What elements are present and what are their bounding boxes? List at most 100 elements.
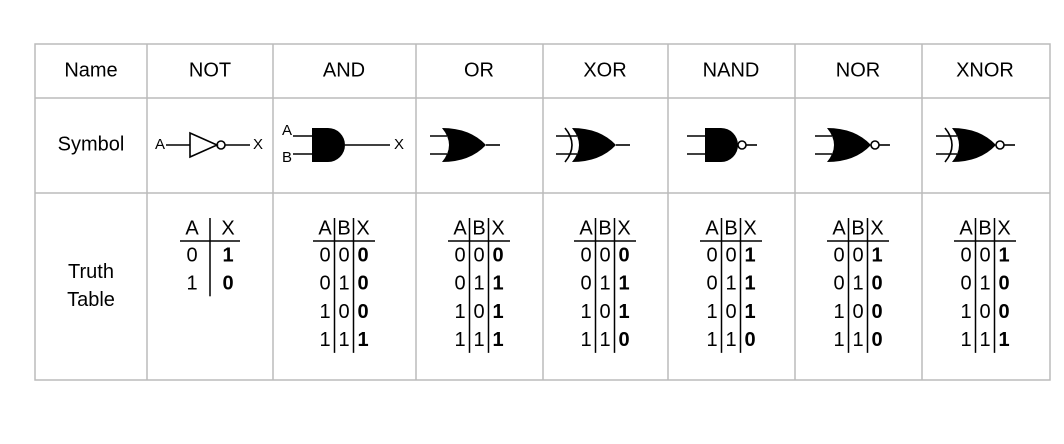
truth-header: A [453, 217, 467, 239]
truth-value: 0 [580, 244, 591, 266]
truth-header: B [598, 217, 611, 239]
truth-value: 0 [319, 273, 330, 295]
truth-value: 1 [725, 329, 736, 351]
row-label: Symbol [58, 133, 125, 155]
symbol-output: X [253, 136, 263, 153]
truth-value: 0 [454, 273, 465, 295]
column-header: NOR [836, 59, 880, 81]
truth-header: A [185, 217, 199, 239]
column-header: OR [464, 59, 494, 81]
truth-header: X [743, 217, 756, 239]
truth-header: X [221, 217, 234, 239]
truth-value: 1 [744, 301, 755, 323]
truth-value: 0 [871, 273, 882, 295]
truth-header: X [617, 217, 630, 239]
truth-value: 0 [357, 273, 368, 295]
truth-value: 0 [852, 244, 863, 266]
truth-value: 0 [618, 329, 629, 351]
column-header: XNOR [956, 59, 1014, 81]
truth-header: X [997, 217, 1010, 239]
truth-header: A [959, 217, 973, 239]
symbol-input: B [282, 149, 292, 166]
column-header: NAND [703, 59, 760, 81]
truth-value: 1 [960, 329, 971, 351]
truth-value: 0 [222, 273, 233, 295]
truth-value: 0 [960, 244, 971, 266]
truth-value: 1 [580, 301, 591, 323]
symbol-input: A [282, 122, 292, 139]
truth-value: 1 [618, 273, 629, 295]
truth-value: 0 [725, 244, 736, 266]
truth-value: 1 [186, 273, 197, 295]
truth-value: 0 [473, 301, 484, 323]
truth-value: 1 [744, 244, 755, 266]
truth-value: 0 [319, 244, 330, 266]
truth-value: 0 [454, 244, 465, 266]
truth-value: 1 [979, 273, 990, 295]
truth-header: B [851, 217, 864, 239]
truth-value: 0 [186, 244, 197, 266]
truth-header: A [705, 217, 719, 239]
grid [34, 43, 1051, 381]
truth-value: 1 [338, 329, 349, 351]
nor-symbol [815, 128, 890, 162]
truth-value: 0 [599, 244, 610, 266]
nand-symbol [687, 128, 757, 162]
truth-value: 0 [871, 301, 882, 323]
truth-value: 1 [833, 329, 844, 351]
or-symbol [430, 128, 500, 162]
truth-value: 0 [473, 244, 484, 266]
truth-value: 0 [706, 273, 717, 295]
truth-value: 1 [706, 329, 717, 351]
truth-header: X [870, 217, 883, 239]
truth-value: 1 [492, 273, 503, 295]
truth-value: 1 [599, 273, 610, 295]
truth-value: 1 [580, 329, 591, 351]
truth-value: 0 [833, 273, 844, 295]
truth-value: 0 [580, 273, 591, 295]
truth-value: 1 [618, 301, 629, 323]
truth-header: B [337, 217, 350, 239]
truth-value: 0 [338, 244, 349, 266]
truth-value: 0 [998, 273, 1009, 295]
truth-value: 1 [454, 301, 465, 323]
row-label: Truth Table [67, 261, 115, 311]
column-header: XOR [583, 59, 626, 81]
truth-value: 0 [599, 301, 610, 323]
truth-header: B [724, 217, 737, 239]
truth-value: 0 [871, 329, 882, 351]
truth-value: 1 [222, 244, 233, 266]
truth-value: 1 [473, 329, 484, 351]
symbol-input: A [155, 136, 165, 153]
truth-value: 0 [979, 301, 990, 323]
truth-value: 1 [473, 273, 484, 295]
truth-header: B [472, 217, 485, 239]
truth-value: 1 [725, 273, 736, 295]
truth-value: 0 [492, 244, 503, 266]
truth-value: 1 [833, 301, 844, 323]
truth-value: 1 [744, 273, 755, 295]
and-symbol [293, 128, 390, 162]
truth-value: 1 [319, 329, 330, 351]
truth-value: 1 [998, 329, 1009, 351]
truth-header: A [579, 217, 593, 239]
truth-value: 0 [833, 244, 844, 266]
truth-value: 1 [871, 244, 882, 266]
column-header: NOT [189, 59, 231, 81]
xor-symbol [556, 127, 630, 163]
truth-header: X [356, 217, 369, 239]
truth-value: 0 [357, 301, 368, 323]
truth-value: 1 [852, 329, 863, 351]
truth-value: 1 [492, 301, 503, 323]
truth-value: 1 [492, 329, 503, 351]
truth-value: 1 [979, 329, 990, 351]
truth-value: 0 [744, 329, 755, 351]
truth-value: 1 [454, 329, 465, 351]
column-header: AND [323, 59, 365, 81]
truth-value: 0 [725, 301, 736, 323]
truth-value: 1 [357, 329, 368, 351]
symbol-output: X [394, 136, 404, 153]
truth-header: X [491, 217, 504, 239]
